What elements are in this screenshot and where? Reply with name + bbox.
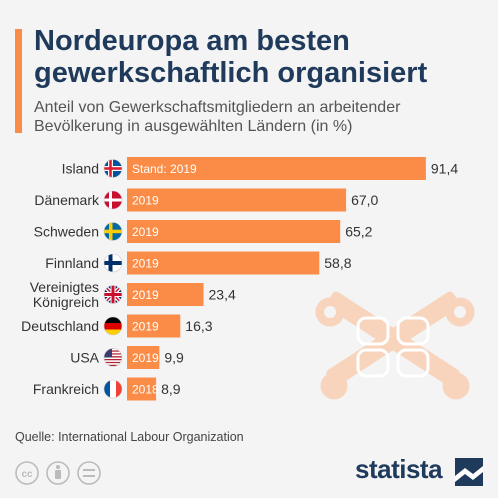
iceland-flag-outline [103,159,123,178]
bar-3 [127,220,341,243]
category-label: Finnland [45,255,99,271]
bar-6 [127,314,181,338]
creative-commons-icons: cc [15,461,101,485]
bar-8 [127,377,157,401]
category-label: USA [70,350,99,366]
bar-5 [127,283,204,306]
value-label: 8,9 [161,381,181,397]
sweden-flag-outline [103,222,123,241]
value-label: 23,4 [209,287,236,303]
category-label: Island [62,161,99,177]
category-label: Schweden [34,224,99,240]
france-flag-outline [103,379,123,399]
finland-flag [103,253,123,273]
chart-title: Nordeuropa am besten gewerkschaftlich or… [34,25,428,89]
denmark-flag [103,190,123,210]
bar-year-label: 2019 [132,257,159,271]
france-flag [103,379,123,399]
bar-year-label: 2019 [132,320,159,334]
category-label: Dänemark [34,192,100,208]
value-label: 16,3 [185,318,212,334]
category-label: Frankreich [33,381,99,397]
bar-7 [127,346,160,369]
bar-year-label: Stand: 2019 [132,162,197,176]
bar-year-label: 2019 [132,351,159,365]
handshake-tools-icon [315,291,475,400]
bar-year-label: 2018 [132,383,159,397]
germany-flag-outline [103,316,123,336]
uk-flag [103,285,123,304]
bar-year-label: 2019 [132,225,159,239]
statista-logo-icon [455,458,483,486]
value-label: 67,0 [351,192,378,208]
source-note: Quelle: International Labour Organizatio… [15,430,244,444]
category-label: Deutschland [21,318,99,334]
title-accent-bar [15,29,22,133]
bar-4 [127,251,320,275]
denmark-flag-outline [103,190,123,210]
statista-logo: statista [355,454,443,484]
svg-text:cc: cc [21,469,33,480]
finland-flag-outline [103,253,123,273]
uk-flag-outline [103,285,123,304]
chart-subtitle: Anteil von Gewerkschaftsmitgliedern an a… [34,99,401,135]
sweden-flag [103,222,123,241]
bar-1 [127,157,426,180]
category-label: Vereinigtes Königreich [30,279,99,310]
iceland-flag [103,159,123,178]
value-label: 91,4 [431,161,458,177]
bar-2 [127,188,347,212]
usa-flag [103,348,123,367]
value-label: 65,2 [345,224,372,240]
bar-year-label: 2019 [132,288,159,302]
bar-year-label: 2019 [132,194,159,208]
value-label: 58,8 [324,255,351,271]
germany-flag [103,316,123,336]
usa-flag-outline [103,348,123,367]
value-label: 9,9 [164,350,184,366]
bar-chart: Stand: 2019 91,4 Island 2019 67,0 Dänemark 201… [21,157,458,401]
